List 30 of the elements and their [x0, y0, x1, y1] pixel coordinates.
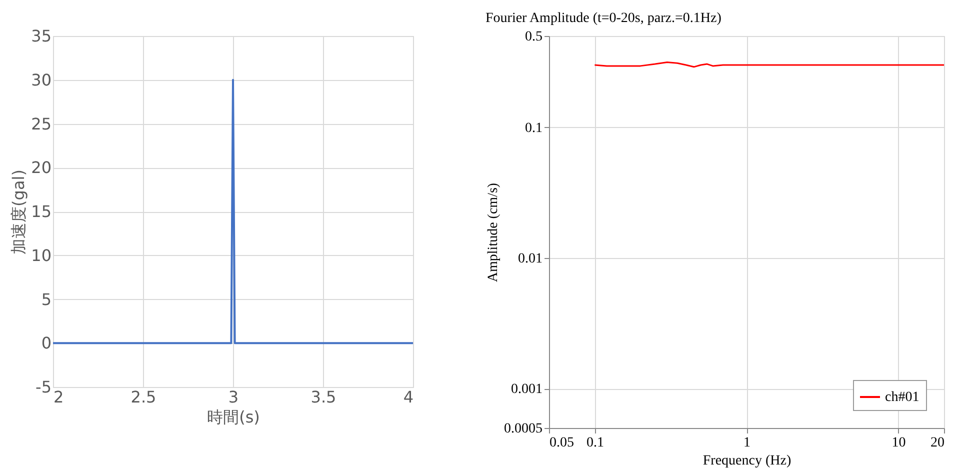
- x-tick-label: 4: [403, 388, 414, 406]
- y-tick-label: 15: [31, 202, 52, 221]
- y-axis-title: Amplitude (cm/s): [486, 182, 501, 282]
- x-tick-label: 0.1: [586, 436, 604, 450]
- x-tick-label: 3.5: [310, 388, 336, 406]
- y-tick-label: 10: [31, 246, 52, 265]
- y-tick-label: 0: [41, 334, 52, 353]
- y-tick-label: 0.01: [518, 252, 542, 266]
- y-tick-label: 30: [31, 70, 52, 90]
- x-axis-title: 時間(s): [207, 408, 260, 426]
- y-tick-label: 0.5: [525, 30, 542, 44]
- x-tick-label: 3: [228, 388, 239, 406]
- y-tick-label: 35: [31, 26, 52, 46]
- x-tick-label: 20: [930, 436, 944, 450]
- y-tick-label: 25: [31, 114, 52, 134]
- legend-label: ch#01: [885, 390, 920, 405]
- y-tick-label: 0.0005: [504, 422, 542, 436]
- y-tick-label: 5: [41, 290, 52, 309]
- y-axis-title: 加速度(gal): [9, 170, 28, 254]
- x-axis-title: Frequency (Hz): [702, 454, 792, 468]
- x-tick-label: 10: [892, 436, 906, 450]
- y-tick-label: -5: [36, 378, 52, 396]
- y-tick-label: 20: [31, 158, 52, 178]
- chart-title: Fourier Amplitude (t=0-20s, parz.=0.1Hz): [486, 11, 722, 26]
- y-tick-label: 0.001: [511, 382, 542, 398]
- y-tick-label: 0.1: [525, 120, 542, 136]
- x-tick-label: 2: [54, 388, 64, 406]
- x-tick-label: 0.05: [550, 436, 574, 450]
- x-tick-label: 2.5: [130, 388, 156, 406]
- x-tick-label: 1: [744, 436, 750, 450]
